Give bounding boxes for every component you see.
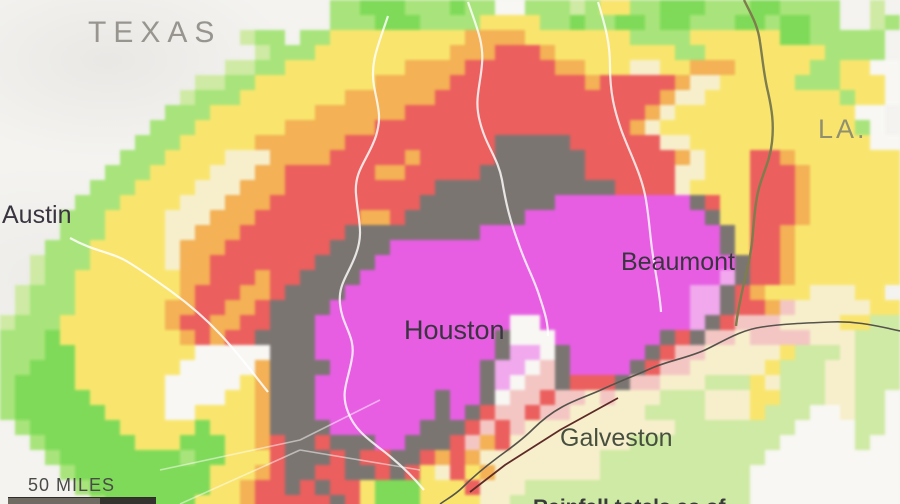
scale-bar-segment: [8, 498, 100, 504]
scale-bar: [8, 497, 156, 504]
caption-partial: Rainfall totals as of: [533, 497, 813, 504]
scale-bar-segment: [99, 498, 156, 504]
city-label-beaumont: Beaumont: [621, 248, 735, 276]
region-label-louisiana: LA.: [818, 114, 868, 144]
city-label-austin: Austin: [2, 201, 72, 229]
region-label-texas: TEXAS: [88, 16, 222, 49]
city-label-galveston: Galveston: [560, 424, 673, 452]
scale-bar-label: 50 MILES: [28, 475, 116, 495]
city-label-houston: Houston: [404, 315, 505, 345]
